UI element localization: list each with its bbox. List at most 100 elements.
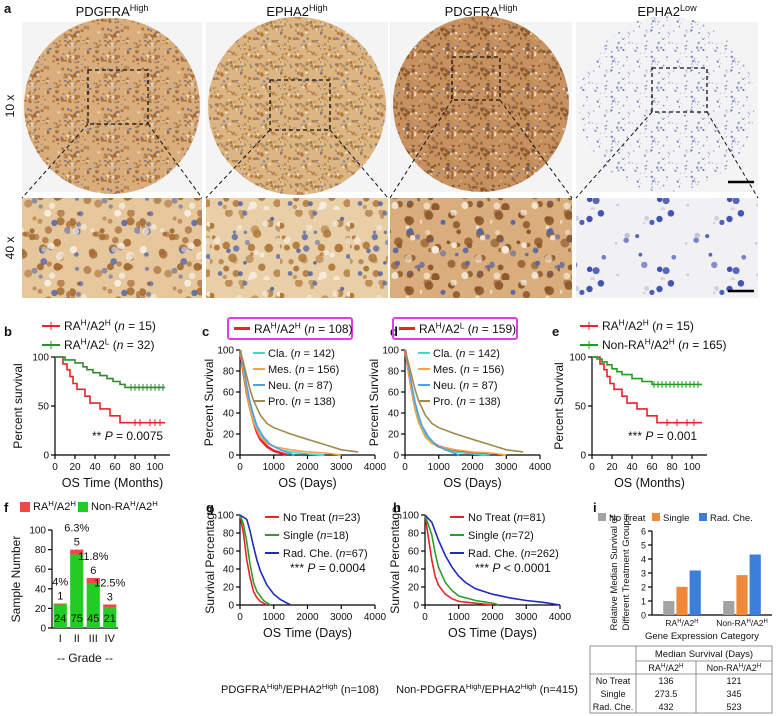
x-tick-label: 80 bbox=[666, 462, 678, 473]
text-run: H bbox=[645, 336, 651, 346]
text-run: ( bbox=[111, 319, 118, 333]
text-run: /A2 bbox=[743, 663, 757, 673]
column-title: EPHA2High bbox=[266, 3, 327, 19]
legend-box bbox=[227, 317, 353, 340]
bar bbox=[723, 601, 735, 615]
bar-value-label: 5 bbox=[74, 537, 80, 549]
group-footer: Non-PDGFRAHigh/EPHA2High (n=415) bbox=[396, 682, 578, 696]
legend-label: Neu. (n = 87) bbox=[268, 380, 333, 392]
text-run: n bbox=[517, 512, 523, 524]
zoom-box bbox=[451, 56, 501, 101]
x-tick-label: 60 bbox=[646, 462, 658, 473]
y-tick-label: 100 bbox=[569, 353, 586, 364]
text-run: = 165) bbox=[689, 338, 727, 352]
x-tick-label: 2000 bbox=[461, 462, 484, 473]
text-run: Pro. ( bbox=[268, 396, 295, 408]
y-tick-label: 0 bbox=[641, 611, 646, 621]
text-run: Rad. Che. ( bbox=[283, 548, 340, 560]
text-run: = 0.0004 bbox=[315, 561, 366, 575]
x-axis-title: Gene Expression Category bbox=[645, 631, 759, 642]
y-tick-label: 60 bbox=[35, 565, 47, 576]
text-run: n bbox=[299, 364, 305, 376]
x-tick-label: III bbox=[89, 633, 98, 645]
y-tick-label: 20 bbox=[35, 604, 47, 615]
legend-label: Rad. Che. (n=67) bbox=[283, 548, 368, 560]
zoom-image bbox=[22, 198, 202, 298]
text-run: High bbox=[309, 3, 328, 13]
text-run: High bbox=[466, 682, 482, 691]
text-run: =72) bbox=[511, 530, 533, 542]
text-run: PDGFRA bbox=[445, 4, 500, 19]
survival-curve bbox=[239, 349, 342, 456]
column-title: PDGFRAHigh bbox=[76, 3, 149, 19]
text-run: n bbox=[464, 364, 470, 376]
text-run: Mes. ( bbox=[268, 364, 299, 376]
text-run: < 0.0001 bbox=[500, 561, 551, 575]
text-run: No Treat ( bbox=[468, 512, 517, 524]
text-run: = 108) bbox=[315, 322, 353, 336]
bar bbox=[736, 575, 748, 615]
text-run: (n=415) bbox=[537, 684, 578, 696]
survival-curve bbox=[424, 514, 493, 606]
text-run: n bbox=[524, 548, 530, 560]
zoom-image bbox=[576, 198, 758, 298]
y-tick-label: 100 bbox=[29, 526, 46, 537]
x-tick-label: 3000 bbox=[330, 612, 353, 623]
p-value: *** P = 0.001 bbox=[628, 429, 697, 443]
survival-curve bbox=[55, 356, 165, 389]
y-tick-label: 6 bbox=[641, 527, 646, 537]
y-tick-label: 0 bbox=[393, 451, 399, 462]
text-run: n bbox=[308, 322, 315, 336]
x-axis-title: OS Time (Days) bbox=[263, 626, 352, 640]
text-run: *** bbox=[628, 429, 645, 443]
y-axis-title: Percent Survival bbox=[552, 362, 566, 449]
text-run: RA bbox=[64, 319, 81, 333]
text-run: =81) bbox=[523, 512, 545, 524]
text-run: /A2 bbox=[277, 322, 295, 336]
y-tick-label: 20 bbox=[408, 583, 420, 594]
zoom-box bbox=[87, 69, 149, 125]
x-tick-label: 80 bbox=[129, 462, 141, 473]
panel-label: g bbox=[206, 500, 214, 515]
panel-label: e bbox=[552, 324, 559, 339]
y-tick-label: 60 bbox=[223, 547, 235, 558]
tissue-core bbox=[393, 16, 569, 192]
text-run: RA bbox=[665, 618, 677, 628]
text-run: H bbox=[679, 663, 684, 670]
x-axis-title: OS (Days) bbox=[443, 476, 501, 490]
text-run: H bbox=[271, 320, 277, 330]
x-tick-label: II bbox=[74, 633, 80, 645]
survival-curve bbox=[239, 514, 268, 606]
text-run: H bbox=[643, 317, 649, 327]
x-tick-label: IV bbox=[105, 633, 116, 645]
bar-annotation: 4% bbox=[52, 577, 68, 589]
tissue-core bbox=[24, 18, 200, 194]
y-tick-label: 60 bbox=[408, 547, 420, 558]
legend-label: Mes. (n = 156) bbox=[268, 364, 339, 376]
bar-segment bbox=[70, 549, 84, 555]
text-run: H bbox=[152, 499, 158, 508]
text-run: Non-RA bbox=[602, 338, 645, 352]
zoom-box bbox=[651, 67, 708, 113]
zoom-image bbox=[206, 198, 388, 298]
bar-annotation: 6.3% bbox=[64, 523, 89, 535]
y-axis-title: Survival Percentage bbox=[203, 506, 217, 614]
survival-curve bbox=[404, 349, 524, 453]
row-label: 40 x bbox=[3, 237, 17, 260]
table-column-head: RAH/A2H bbox=[648, 663, 684, 673]
group-footer: PDGFRAHigh/EPHA2High (n=108) bbox=[221, 682, 379, 696]
text-run: Low bbox=[680, 3, 697, 13]
y-tick-label: 100 bbox=[217, 511, 234, 522]
text-run: n bbox=[332, 512, 338, 524]
y-tick-label: 40 bbox=[35, 584, 47, 595]
zoom-line bbox=[499, 99, 573, 199]
legend-label: Single (n=72) bbox=[468, 530, 534, 542]
x-tick-label: 40 bbox=[626, 462, 638, 473]
p-value: ** P = 0.0075 bbox=[92, 429, 163, 443]
legend-swatch bbox=[652, 513, 660, 521]
text-run: /A2 bbox=[682, 618, 695, 628]
text-run: n bbox=[460, 396, 466, 408]
legend-label: RAH/A2L (n = 159) bbox=[419, 320, 516, 336]
x-axis-title: OS (Months) bbox=[614, 476, 685, 490]
y-axis-title: Sample Number bbox=[9, 536, 23, 623]
